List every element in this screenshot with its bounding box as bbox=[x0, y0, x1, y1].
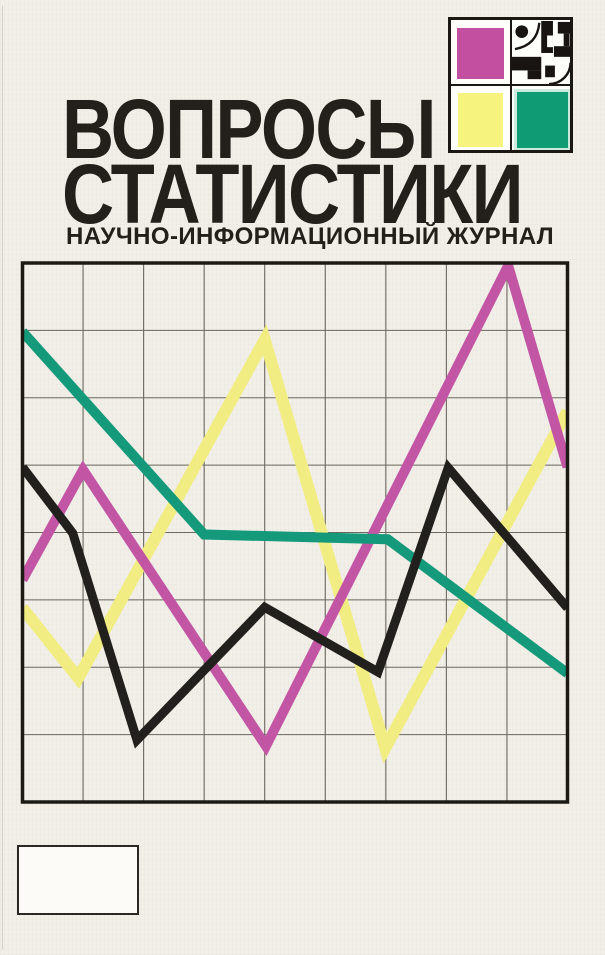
footer-empty-box bbox=[17, 845, 139, 915]
black-line bbox=[23, 458, 567, 749]
title-line-2: СТАТИСТИКИ bbox=[62, 147, 524, 241]
page-edge-line bbox=[2, 6, 3, 950]
logo-cell-green bbox=[510, 85, 571, 151]
green-line bbox=[23, 328, 567, 678]
journal-logo bbox=[448, 17, 573, 153]
masthead-title: ВОПРОСЫ СТАТИСТИКИ bbox=[62, 82, 524, 241]
green-square bbox=[516, 92, 568, 148]
yellow-square bbox=[458, 93, 503, 147]
title-line-1: ВОПРОСЫ bbox=[62, 82, 436, 176]
logo-cell-abstract bbox=[510, 19, 571, 85]
magenta-square bbox=[457, 28, 504, 79]
logo-cell-magenta bbox=[450, 19, 511, 85]
logo-cell-yellow bbox=[450, 85, 511, 151]
abstract-geometric-icon bbox=[511, 20, 571, 84]
subtitle: НАУЧНО-ИНФОРМАЦИОННЫЙ ЖУРНАЛ bbox=[66, 223, 555, 250]
yellow-line bbox=[23, 324, 567, 764]
magenta-line bbox=[23, 264, 567, 757]
